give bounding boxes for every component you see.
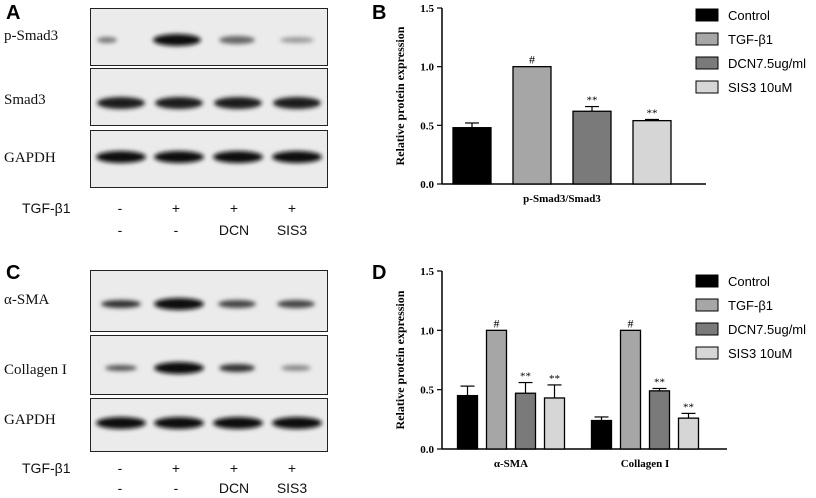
blot-strip-p-smad3 <box>90 8 328 66</box>
legend-swatch <box>695 56 719 70</box>
significance-mark: ** <box>654 376 665 388</box>
lane-c-1-row2: - <box>117 480 123 496</box>
lane-c-3-row1: + <box>229 460 239 476</box>
treatment-label-c: TGF-β1 <box>22 460 71 476</box>
lane-c-2-row1: + <box>171 460 181 476</box>
y-axis-label: Relative protein expression <box>393 290 407 429</box>
legend-swatch <box>695 32 719 46</box>
significance-mark: ** <box>647 107 658 119</box>
bar-sis3-10um <box>632 119 672 185</box>
significance-mark: # <box>628 316 634 330</box>
lane-a-3-row1: + <box>229 200 239 216</box>
panel-letter-d: D <box>372 262 387 284</box>
significance-mark: ** <box>520 371 531 383</box>
bands-smad3 <box>97 97 321 109</box>
bands-collagen-i <box>105 362 311 374</box>
blot-strip-gapdh-a <box>90 130 328 188</box>
lane-a-4-row1: + <box>287 200 297 216</box>
lane-a-1-row1: - <box>117 200 123 216</box>
legend-entry: TGF-β1 <box>728 32 773 47</box>
lane-a-4-row2: SIS3 <box>276 222 308 238</box>
y-tick-label: 1.5 <box>420 266 434 278</box>
y-tick-label: 1.5 <box>420 3 434 15</box>
bar-sis3-10um <box>543 397 566 450</box>
y-tick-label: 1.0 <box>420 325 434 337</box>
y-tick-label: 0.5 <box>420 120 434 132</box>
legend-entry: DCN7.5ug/ml <box>728 322 806 337</box>
bar-tgf-1 <box>485 329 508 450</box>
legend-entry: Control <box>728 274 770 289</box>
legend-swatch <box>695 322 719 336</box>
lane-a-2-row1: + <box>171 200 181 216</box>
bar-dcn7-5ug-ml <box>572 110 612 185</box>
bar-tgf-1 <box>512 66 552 185</box>
y-tick-label: 0.0 <box>420 444 434 456</box>
chart-b: Relative protein expression 0.0 0.5 1.0 1.5 #… <box>393 3 806 205</box>
bar-dcn7-5ug-ml <box>648 390 671 450</box>
x-category-label: p-Smad3/Smad3 <box>523 193 601 205</box>
lane-a-2-row2: - <box>173 222 179 238</box>
significance-mark: ** <box>587 95 598 107</box>
x-category-label: Collagen I <box>621 458 670 470</box>
bar-control <box>590 419 613 450</box>
legend-swatch <box>695 8 719 22</box>
blot-strip-collagen-i <box>90 335 328 395</box>
y-axis-label: Relative protein expression <box>393 26 407 165</box>
y-tick-label: 1.0 <box>420 62 434 74</box>
panel-letter-c: C <box>6 262 21 284</box>
bands-gapdh-a <box>96 151 322 163</box>
significance-mark: # <box>494 316 500 330</box>
bands-gapdh-c <box>96 417 322 429</box>
legend-entry: DCN7.5ug/ml <box>728 56 806 71</box>
bar-tgf-1 <box>619 329 642 450</box>
blot-label-collagen-i: Collagen I <box>4 362 67 378</box>
y-tick-label: 0.0 <box>420 179 434 191</box>
legend: Control TGF-β1 DCN7.5ug/ml SIS3 10uM <box>695 274 806 361</box>
lane-c-3-row2: DCN <box>218 480 250 496</box>
chart-d: Relative protein expression 0.0 0.5 1.0 1.5 #… <box>393 266 806 470</box>
lane-c-2-row2: - <box>173 480 179 496</box>
bar-control <box>452 127 492 185</box>
legend-swatch <box>695 274 719 288</box>
lane-c-4-row2: SIS3 <box>276 480 308 496</box>
significance-mark: # <box>529 53 535 67</box>
legend-entry: TGF-β1 <box>728 298 773 313</box>
legend: Control TGF-β1 DCN7.5ug/ml SIS3 10uM <box>695 8 806 95</box>
legend-entry: SIS3 10uM <box>728 346 792 361</box>
blot-label-p-smad3: p-Smad3 <box>4 28 59 44</box>
treatment-label-a: TGF-β1 <box>22 200 71 216</box>
lane-c-1-row1: - <box>117 460 123 476</box>
blot-label-gapdh-c: GAPDH <box>4 412 56 428</box>
legend-swatch <box>695 298 719 312</box>
legend-swatch <box>695 80 719 94</box>
x-category-label: α-SMA <box>494 458 528 470</box>
y-tick-label: 0.5 <box>420 385 434 397</box>
panel-letter-b: B <box>372 2 387 24</box>
significance-mark: ** <box>549 373 560 385</box>
lane-a-3-row2: DCN <box>218 222 250 238</box>
bands-alpha-sma <box>101 298 315 310</box>
blot-strip-alpha-sma <box>90 270 328 332</box>
legend-entry: SIS3 10uM <box>728 80 792 95</box>
blot-label-smad3: Smad3 <box>4 92 46 108</box>
significance-mark: ** <box>683 401 694 413</box>
bar-dcn7-5ug-ml <box>514 392 537 450</box>
lane-c-4-row1: + <box>287 460 297 476</box>
blot-label-alpha-sma: α-SMA <box>4 292 50 308</box>
lane-a-1-row2: - <box>117 222 123 238</box>
chart-plot-b: Relative protein expression 0.0 0.5 1.0 1.5 #… <box>393 3 706 205</box>
blot-strip-smad3 <box>90 68 328 126</box>
bands-p-smad3 <box>97 34 314 46</box>
legend-entry: Control <box>728 8 770 23</box>
chart-plot-d: Relative protein expression 0.0 0.5 1.0 1.5 #… <box>393 266 727 470</box>
blot-strip-gapdh-c <box>90 398 328 452</box>
bar-control <box>456 394 479 450</box>
bar-sis3-10um <box>677 417 700 450</box>
blot-label-gapdh-a: GAPDH <box>4 150 56 166</box>
legend-swatch <box>695 346 719 360</box>
panel-letter-a: A <box>6 2 21 24</box>
